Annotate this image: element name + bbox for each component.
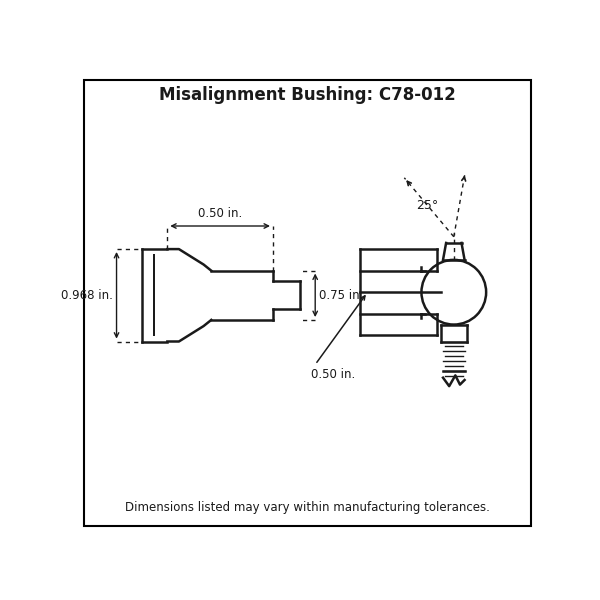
- Text: Dimensions listed may vary within manufacturing tolerances.: Dimensions listed may vary within manufa…: [125, 500, 490, 514]
- Text: 0.50 in.: 0.50 in.: [311, 368, 356, 382]
- Text: 25°: 25°: [416, 199, 438, 212]
- Text: 0.75 in.: 0.75 in.: [319, 289, 364, 302]
- Text: Misalignment Bushing: C78-012: Misalignment Bushing: C78-012: [159, 86, 456, 104]
- Text: 0.50 in.: 0.50 in.: [198, 207, 242, 220]
- Text: 0.968 in.: 0.968 in.: [61, 289, 113, 302]
